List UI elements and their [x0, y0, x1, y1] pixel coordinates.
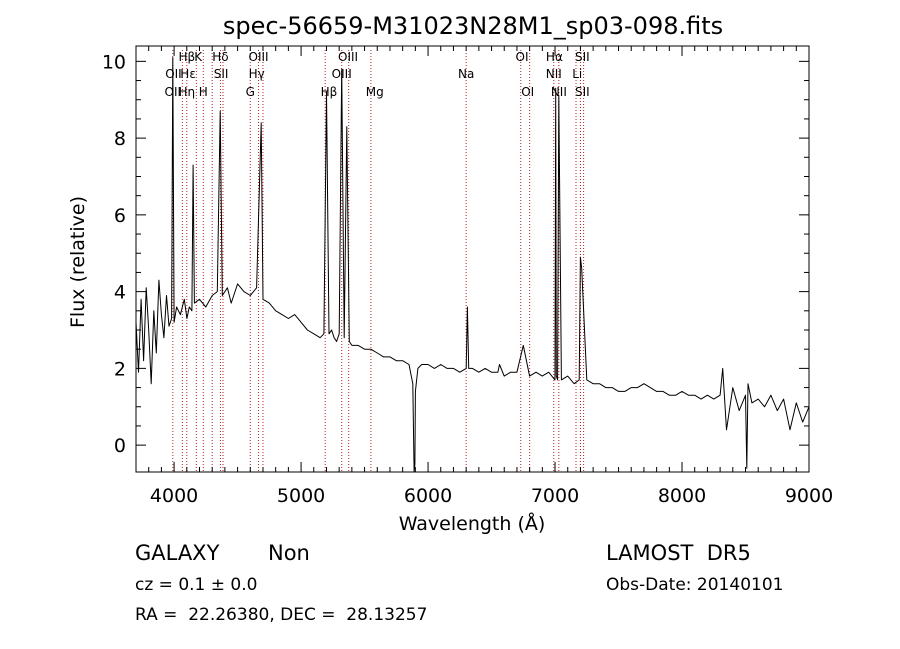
y-tick-label: 8 — [114, 128, 126, 150]
emission-line-markers — [172, 50, 585, 472]
line-id-label: OI — [516, 50, 529, 64]
coordinates: RA = 22.26380, DEC = 28.13257 — [135, 605, 427, 625]
object-subclass: Non — [268, 541, 310, 565]
line-id-label: Mg — [366, 85, 384, 99]
y-tick-label: 4 — [114, 282, 126, 304]
line-id-label: H — [199, 85, 208, 99]
x-tick-label: 7000 — [531, 485, 579, 507]
x-tick-label: 6000 — [404, 485, 452, 507]
line-id-label: NII — [551, 85, 567, 99]
line-id-label: Hη — [178, 85, 195, 99]
line-id-label: Na — [458, 67, 474, 81]
x-tick-label: 9000 — [785, 485, 833, 507]
series-group — [135, 57, 810, 473]
line-id-label: Hβ — [178, 50, 195, 64]
line-id-label: Hβ — [321, 85, 338, 99]
line-id-label: OIII — [338, 50, 358, 64]
line-id-label: OIII — [249, 50, 269, 64]
redshift-cz: cz = 0.1 ± 0.0 — [135, 575, 257, 595]
line-id-label: Hα — [546, 50, 563, 64]
x-tick-label: 4000 — [150, 485, 198, 507]
object-class: GALAXY — [135, 541, 220, 565]
observation-date: Obs-Date: 20140101 — [606, 575, 783, 595]
survey-name: LAMOST DR5 — [606, 541, 751, 565]
line-id-label: NII — [546, 67, 562, 81]
plot-frame — [135, 45, 810, 473]
line-id-label: K — [194, 50, 203, 64]
y-axis-ticks: 0 2 4 6 8 10 — [102, 51, 809, 457]
y-axis-label: Flux (relative) — [67, 196, 89, 328]
y-tick-label: 2 — [114, 358, 126, 380]
x-tick-label: 5000 — [277, 485, 325, 507]
y-tick-label: 0 — [114, 435, 126, 457]
line-id-label: Hγ — [249, 67, 265, 81]
x-axis-ticks: 4000 5000 6000 7000 8000 9000 — [135, 46, 833, 507]
spectrum-line-0 — [135, 57, 810, 473]
y-tick-label: 10 — [102, 51, 126, 73]
line-id-label: SII — [214, 67, 229, 81]
line-id-label: OIII — [332, 67, 352, 81]
line-id-label: OII — [165, 67, 182, 81]
x-tick-label: 8000 — [658, 485, 706, 507]
line-id-label: Hδ — [212, 50, 228, 64]
chart-title: spec-56659-M31023N28M1_sp03-098.fits — [223, 12, 723, 40]
line-id-label: OII — [165, 85, 182, 99]
y-tick-label: 6 — [114, 205, 126, 227]
line-id-label: G — [246, 85, 255, 99]
line-id-label: SII — [575, 50, 590, 64]
line-id-label: OI — [521, 85, 534, 99]
line-id-label: Li — [572, 67, 582, 81]
line-id-label: SII — [575, 85, 590, 99]
x-axis-label: Wavelength (Å) — [399, 512, 546, 535]
line-id-label: Hε — [180, 67, 196, 81]
